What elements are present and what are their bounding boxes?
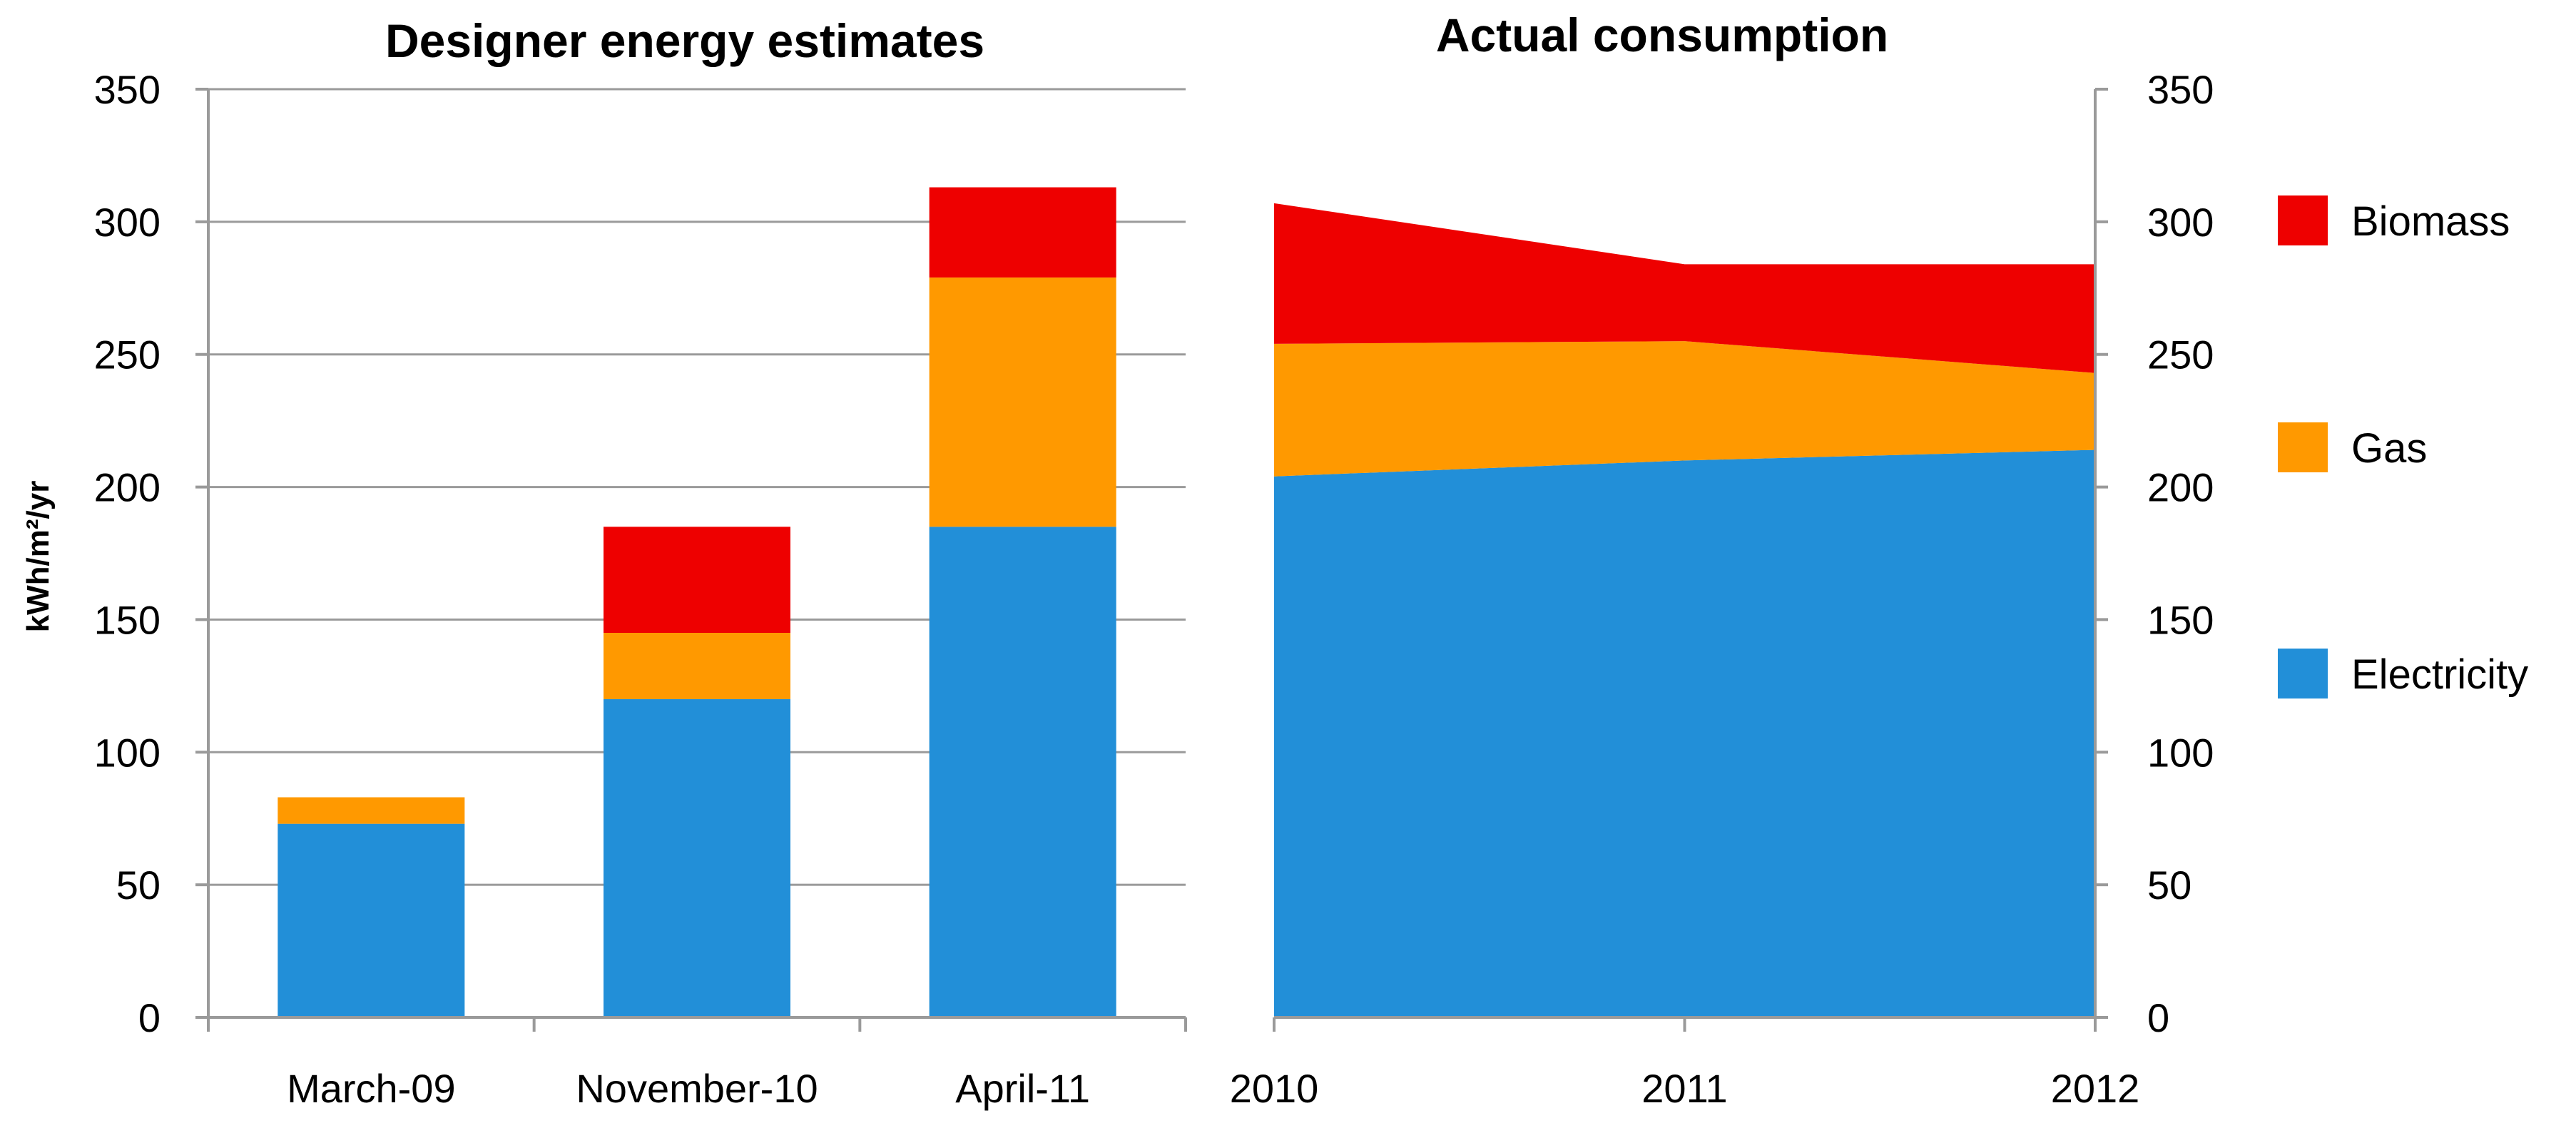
right-y-tick-350: 350 [2147,67,2214,112]
legend-swatch-gas [2278,422,2328,472]
right-area-series [1274,203,2095,1017]
bar-april-11-electricity [929,527,1116,1017]
left-x-tick-labels: March-09 November-10 April-11 [287,1066,1090,1111]
left-bar-segments [278,187,1116,1017]
right-y-tick-0: 0 [2147,995,2169,1040]
area-biomass [1274,203,2095,373]
x-tick-2010: 2010 [1230,1066,1319,1111]
bar-november-10-gas [604,633,790,699]
x-tick-march-09: March-09 [287,1066,456,1111]
left-y-tick-300: 300 [94,200,161,245]
legend-label-biomass: Biomass [2351,198,2510,245]
left-y-tick-labels: 0 50 100 150 200 250 300 350 [94,67,161,1040]
left-axes [195,88,1187,1032]
left-y-tick-100: 100 [94,730,161,775]
right-y-tick-100: 100 [2147,730,2214,775]
bar-march-09-gas [278,797,465,824]
area-gas [1274,341,2095,477]
x-tick-april-11: April-11 [955,1066,1090,1111]
right-y-tick-labels: 0 50 100 150 200 250 300 350 [2147,67,2214,1040]
legend: Biomass Gas Electricity [2278,195,2528,698]
left-y-tick-150: 150 [94,597,161,642]
x-tick-november-10: November-10 [576,1066,818,1111]
left-y-tick-350: 350 [94,67,161,112]
legend-label-electricity: Electricity [2351,651,2528,698]
legend-swatch-electricity [2278,649,2328,698]
left-y-tick-200: 200 [94,465,161,510]
bar-november-10-electricity [604,698,790,1017]
right-x-tick-labels: 2010 2011 2012 [1230,1066,2140,1111]
legend-swatch-biomass [2278,195,2328,245]
right-y-tick-200: 200 [2147,465,2214,510]
x-tick-2012: 2012 [2051,1066,2140,1111]
right-y-tick-150: 150 [2147,597,2214,642]
bar-november-10-biomass [604,527,790,634]
bar-march-09-electricity [278,823,465,1017]
left-y-tick-250: 250 [94,332,161,377]
right-y-tick-50: 50 [2147,863,2191,908]
y-axis-label: kWh/m²/yr [21,481,56,633]
legend-label-gas: Gas [2351,425,2427,472]
area-electricity [1274,449,2095,1017]
bar-april-11-biomass [929,187,1116,278]
x-tick-2011: 2011 [1641,1066,1727,1111]
right-y-tick-250: 250 [2147,332,2214,377]
right-chart-title: Actual consumption [1436,9,1888,61]
bar-april-11-gas [929,277,1116,527]
right-y-tick-300: 300 [2147,200,2214,245]
left-chart-title: Designer energy estimates [385,14,984,67]
left-y-tick-50: 50 [116,863,161,908]
left-y-tick-0: 0 [138,995,161,1040]
right-axes [1273,88,2108,1032]
